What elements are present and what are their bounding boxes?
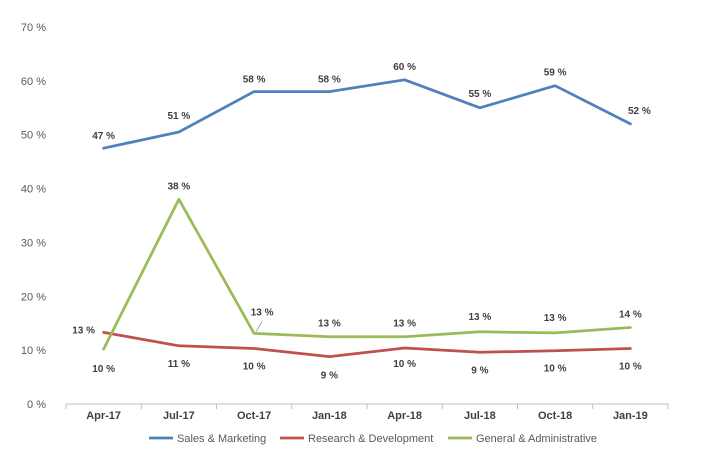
- data-label: 9 %: [321, 371, 338, 382]
- y-tick-label: 60 %: [21, 76, 46, 88]
- data-label: 60 %: [393, 62, 416, 73]
- y-tick-label: 40 %: [21, 184, 46, 196]
- legend-item-general-administrative: General & Administrative: [448, 433, 597, 445]
- data-label: 13 %: [318, 319, 341, 330]
- series-line-research-development: [102, 331, 632, 358]
- label-leader-line: [255, 321, 263, 332]
- data-label: 13 %: [72, 325, 95, 336]
- leader-lines: [255, 321, 263, 332]
- x-tick-label: Jul-18: [464, 410, 496, 422]
- y-tick-label: 30 %: [21, 237, 46, 249]
- series-lines: [102, 78, 632, 358]
- series-line-general-administrative: [102, 197, 632, 351]
- data-label: 9 %: [471, 365, 488, 376]
- data-label: 10 %: [393, 359, 416, 370]
- y-tick-label: 50 %: [21, 130, 46, 142]
- x-axis: Apr-17 Jul-17 Oct-17 Jan-18 Apr-18 Jul-18 Oct-…: [65, 403, 669, 422]
- data-label: 55 %: [468, 89, 491, 100]
- y-axis: 0 % 10 % 20 % 30 % 40 % 50 % 60 % 70 %: [21, 22, 46, 411]
- legend-label: Sales & Marketing: [177, 433, 266, 445]
- legend-item-sales-marketing: Sales & Marketing: [149, 433, 266, 445]
- x-tick-label: Apr-17: [86, 410, 121, 422]
- legend: Sales & Marketing Research & Development G…: [149, 433, 597, 445]
- data-label: 58 %: [318, 75, 341, 86]
- data-label: 47 %: [92, 131, 115, 142]
- legend-label: Research & Development: [308, 433, 433, 445]
- data-label: 13 %: [544, 313, 567, 324]
- legend-item-research-development: Research & Development: [280, 433, 433, 445]
- x-tick-label: Oct-17: [237, 410, 271, 422]
- data-label: 10 %: [544, 364, 567, 375]
- data-label: 10 %: [243, 362, 266, 373]
- data-label: 13 %: [393, 319, 416, 330]
- y-tick-label: 20 %: [21, 291, 46, 303]
- data-label: 11 %: [168, 359, 190, 370]
- x-tick-label: Jul-17: [163, 410, 195, 422]
- data-label: 14 %: [619, 310, 642, 321]
- legend-label: General & Administrative: [476, 433, 597, 445]
- data-label: 10 %: [92, 364, 115, 375]
- y-tick-label: 0 %: [27, 399, 46, 411]
- data-label: 52 %: [628, 106, 651, 117]
- data-label: 10 %: [619, 362, 642, 373]
- x-tick-label: Apr-18: [387, 410, 422, 422]
- x-tick-label: Jan-18: [312, 410, 347, 422]
- data-label: 38 %: [167, 181, 190, 192]
- data-label: 58 %: [243, 75, 266, 86]
- x-tick-label: Jan-19: [613, 410, 648, 422]
- y-tick-label: 70 %: [21, 22, 46, 34]
- data-label: 51 %: [167, 111, 190, 122]
- data-label: 13 %: [251, 307, 274, 318]
- y-tick-label: 10 %: [21, 345, 46, 357]
- x-tick-label: Oct-18: [538, 410, 572, 422]
- data-label: 59 %: [544, 68, 567, 79]
- data-labels: 47 % 51 % 58 % 58 % 60 % 55 % 59 % 52 % 13 % 11 %…: [72, 62, 651, 382]
- data-label: 13 %: [468, 312, 491, 323]
- series-line-sales-marketing: [102, 78, 632, 150]
